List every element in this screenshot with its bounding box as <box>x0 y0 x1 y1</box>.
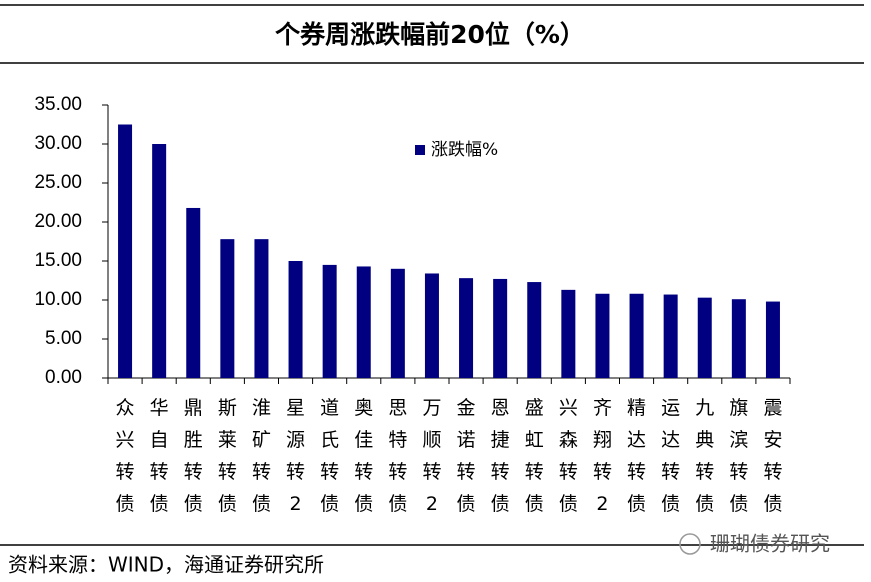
bar <box>288 261 303 378</box>
y-tick-label: 15.00 <box>34 250 82 271</box>
bar <box>561 289 576 378</box>
x-tick-label: 精达转债 <box>627 397 646 515</box>
legend-label: 涨跌幅% <box>431 140 498 160</box>
x-tick-label: 齐翔转 2 <box>593 397 612 515</box>
bar <box>152 144 167 378</box>
x-tick-label: 思特转债 <box>388 397 407 515</box>
bar <box>254 239 269 378</box>
x-tick-label: 运达转债 <box>661 397 680 515</box>
watermark-icon <box>679 533 701 555</box>
y-tick-label: 30.00 <box>34 133 82 154</box>
bar <box>527 282 542 378</box>
x-tick-label: 兴森转债 <box>559 397 578 515</box>
x-tick-label: 奥佳转债 <box>354 397 373 515</box>
bar <box>186 207 201 378</box>
source: 资料来源：WIND，海通证券研究所 <box>8 553 324 577</box>
chart-title: 个券周涨跌幅前20位（%） <box>275 20 585 49</box>
x-tick-label: 九典转债 <box>695 397 714 515</box>
x-tick-label: 金诺转债 <box>457 397 476 515</box>
x-tick-label: 众兴转债 <box>116 397 135 515</box>
x-tick-label: 道氏转债 <box>320 397 339 515</box>
x-tick-label: 恩捷转债 <box>491 397 510 515</box>
y-tick-label: 10.00 <box>34 289 82 310</box>
x-tick-label: 斯莱转债 <box>218 397 237 515</box>
x-tick-label: 万顺转 2 <box>422 397 441 515</box>
bar <box>322 264 337 378</box>
bar <box>118 124 133 378</box>
y-tick-label: 20.00 <box>34 211 82 232</box>
legend-swatch <box>415 145 425 155</box>
x-tick-label: 华自转债 <box>150 397 169 515</box>
y-tick-label: 35.00 <box>34 94 82 115</box>
bar <box>765 301 780 378</box>
bar <box>697 297 712 378</box>
y-tick-label: 25.00 <box>34 172 82 193</box>
y-tick-label: 0.00 <box>45 367 82 388</box>
bar <box>220 239 235 378</box>
y-tick-label: 5.00 <box>45 328 82 349</box>
x-tick-label: 震安转债 <box>763 397 782 515</box>
bar <box>731 299 746 378</box>
x-tick-label: 盛虹转债 <box>525 397 544 515</box>
x-tick-label: 星源转 2 <box>286 397 305 515</box>
bar <box>493 278 508 378</box>
bar <box>663 294 678 378</box>
bar <box>459 278 474 378</box>
bar <box>595 293 610 378</box>
x-tick-label: 旗滨转债 <box>729 397 748 515</box>
bar <box>629 293 644 378</box>
bar <box>390 268 405 378</box>
x-tick-label: 淮矿转债 <box>252 397 271 515</box>
watermark: 珊瑚债券研究 <box>710 532 830 556</box>
bar <box>424 273 439 378</box>
bar <box>356 266 371 378</box>
x-tick-label: 鼎胜转债 <box>184 397 203 515</box>
